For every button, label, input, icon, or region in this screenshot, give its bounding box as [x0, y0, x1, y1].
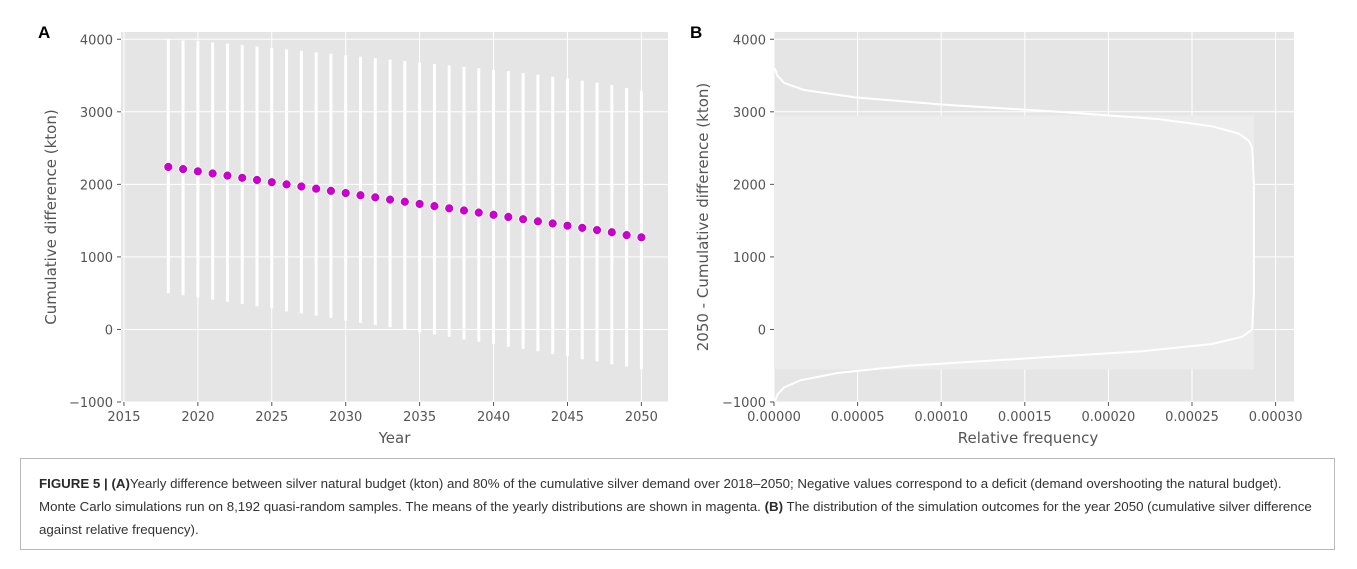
- panel-a-mean-point-2048: [606, 227, 617, 238]
- panel-b-x-tick-label: 0.00030: [1249, 410, 1303, 425]
- panel-a-mean-point-2032: [370, 192, 381, 203]
- panel-b-x-axis-label: Relative frequency: [958, 429, 1099, 447]
- panel-a-mean-point-2029: [325, 185, 337, 196]
- panel-a-x-ticks: 2015 2020 2025 2030 2035 2040 2045 2050: [107, 402, 658, 425]
- panel-b-x-tick-label: 0.00000: [747, 410, 801, 425]
- panel-a-mean-point-2026: [281, 179, 292, 190]
- panel-a-y-tick-label: 0: [105, 323, 113, 338]
- panel-a-mean-point-2023: [237, 172, 248, 183]
- panel-a-mean-point-2038: [458, 205, 470, 216]
- panel-b-y-tick-label: 4000: [733, 33, 766, 48]
- panel-a-x-tick-label: 2040: [477, 410, 510, 425]
- panel-a-mean-point-2039: [473, 207, 484, 218]
- panel-a-mean-point-2018: [163, 161, 174, 173]
- panel-a-y-tick-label: 2000: [80, 178, 113, 193]
- panel-a-x-tick-label: 2020: [181, 410, 214, 425]
- panel-a-mean-point-2022: [222, 170, 233, 181]
- panel-a-x-tick-label: 2015: [107, 410, 140, 425]
- panel-b-x-tick-label: 0.00025: [1165, 410, 1219, 425]
- panel-a-mean-points: [163, 161, 647, 243]
- panel-b-y-tick-label: 3000: [733, 106, 766, 121]
- panel-a-mean-point-2021: [207, 168, 218, 179]
- panel-a-mean-point-2036: [429, 201, 440, 212]
- panel-a-y-ticks: −1000 0 1000 2000 3000 4000: [69, 33, 121, 411]
- panel-a-mean-point-2031: [355, 190, 366, 201]
- panel-a-mean-point-2034: [399, 196, 410, 207]
- panel-a-mean-point-2041: [503, 211, 514, 223]
- panel-a-mean-point-2027: [296, 181, 307, 192]
- figure-caption: FIGURE 5 | (A)Yearly difference between …: [20, 458, 1335, 550]
- panel-a-y-tick-label: −1000: [69, 396, 113, 411]
- panel-a-y-tick-label: 3000: [80, 106, 113, 121]
- panel-a-mean-point-2024: [251, 174, 263, 186]
- panel-a-mean-point-2042: [518, 214, 529, 225]
- panel-b-x-tick-label: 0.00020: [1082, 410, 1136, 425]
- panel-b-x-ticks: 0.00000 0.00005 0.00010 0.00015 0.00020 0.000…: [747, 402, 1302, 425]
- panel-a-x-tick-label: 2045: [551, 410, 584, 425]
- panel-a-mean-point-2019: [177, 164, 189, 175]
- panel-b-letter: B: [690, 23, 702, 42]
- caption-part-a-text: Yearly difference between silver natural…: [39, 476, 1282, 514]
- panel-a-mean-point-2047: [591, 224, 603, 236]
- panel-b-y-ticks: −1000 0 1000 2000 3000 4000: [722, 33, 774, 411]
- panel-a-y-tick-label: 1000: [80, 251, 113, 266]
- caption-label: FIGURE 5 |: [39, 476, 108, 491]
- panel-a-mean-point-2045: [562, 220, 573, 231]
- panel-a-x-tick-label: 2025: [255, 410, 288, 425]
- panel-a: A 2015 2020 2025 2030 2035 2040 2045 2050 −1000…: [38, 23, 668, 447]
- panel-a-mean-point-2028: [311, 183, 322, 194]
- panel-b-y-tick-label: 2000: [733, 178, 766, 193]
- caption-part-b-tag: (B): [764, 499, 784, 514]
- panel-a-mean-point-2049: [621, 230, 632, 241]
- panel-a-mean-point-2030: [340, 187, 351, 199]
- panel-a-mean-point-2043: [532, 216, 544, 227]
- panel-b-histogram: [774, 115, 1254, 370]
- panel-b-histogram-band: [774, 115, 1254, 370]
- panel-b-y-tick-label: 1000: [733, 251, 766, 266]
- panel-a-mean-point-2046: [577, 222, 588, 233]
- panel-a-x-tick-label: 2050: [625, 410, 658, 425]
- caption-part-a-tag: (A): [111, 476, 130, 491]
- panel-b-density-curve: [773, 67, 1255, 403]
- caption-part-b-text: The distribution of the simulation outco…: [39, 499, 1312, 537]
- panel-a-mean-point-2033: [384, 194, 396, 205]
- panel-a-mean-point-2050: [636, 232, 647, 243]
- panel-b-y-axis-label: 2050 - Cumulative difference (kton): [694, 83, 712, 352]
- panel-a-y-tick-label: 4000: [80, 33, 113, 48]
- panel-a-mean-point-2037: [444, 203, 455, 214]
- panel-b-x-tick-label: 0.00015: [998, 410, 1052, 425]
- panel-b: B 0.00000 0.00005 0.00010 0.00015 0.00020 0.0…: [690, 23, 1302, 447]
- panel-a-mean-point-2040: [488, 209, 499, 220]
- panel-b-y-tick-label: 0: [758, 323, 766, 338]
- panel-a-x-tick-label: 2030: [329, 410, 362, 425]
- panel-a-mean-point-2025: [266, 177, 277, 188]
- panel-b-x-tick-label: 0.00005: [831, 410, 885, 425]
- panel-b-x-tick-label: 0.00010: [914, 410, 968, 425]
- panel-a-x-axis-label: Year: [378, 429, 412, 447]
- panel-a-letter: A: [38, 23, 50, 42]
- panel-a-mean-point-2044: [547, 218, 558, 229]
- panel-a-x-tick-label: 2035: [403, 410, 436, 425]
- panel-a-y-axis-label: Cumulative difference (kton): [42, 109, 60, 324]
- panel-a-mean-point-2035: [414, 198, 425, 210]
- panel-a-plot-area: [121, 32, 668, 402]
- panel-a-range-bars: [166, 39, 643, 370]
- panel-a-mean-point-2020: [192, 166, 203, 177]
- panel-b-y-tick-label: −1000: [722, 396, 766, 411]
